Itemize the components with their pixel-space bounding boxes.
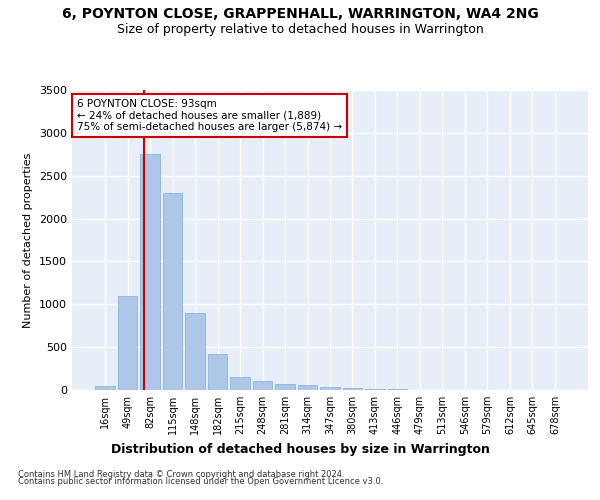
Bar	[118, 296, 137, 390]
Y-axis label: Number of detached properties: Number of detached properties	[23, 152, 34, 328]
Bar	[95, 386, 115, 390]
Bar	[298, 386, 317, 390]
Text: Contains public sector information licensed under the Open Government Licence v3: Contains public sector information licen…	[18, 478, 383, 486]
Bar	[230, 376, 250, 390]
Bar	[140, 154, 160, 390]
Bar	[343, 388, 362, 390]
Bar	[185, 313, 205, 390]
Text: Distribution of detached houses by size in Warrington: Distribution of detached houses by size …	[110, 442, 490, 456]
Text: 6 POYNTON CLOSE: 93sqm
← 24% of detached houses are smaller (1,889)
75% of semi-: 6 POYNTON CLOSE: 93sqm ← 24% of detached…	[77, 99, 342, 132]
Text: Size of property relative to detached houses in Warrington: Size of property relative to detached ho…	[116, 22, 484, 36]
Bar	[365, 388, 385, 390]
Bar	[320, 386, 340, 390]
Bar	[275, 384, 295, 390]
Text: 6, POYNTON CLOSE, GRAPPENHALL, WARRINGTON, WA4 2NG: 6, POYNTON CLOSE, GRAPPENHALL, WARRINGTO…	[62, 8, 538, 22]
Text: Contains HM Land Registry data © Crown copyright and database right 2024.: Contains HM Land Registry data © Crown c…	[18, 470, 344, 479]
Bar	[163, 193, 182, 390]
Bar	[208, 354, 227, 390]
Bar	[253, 382, 272, 390]
